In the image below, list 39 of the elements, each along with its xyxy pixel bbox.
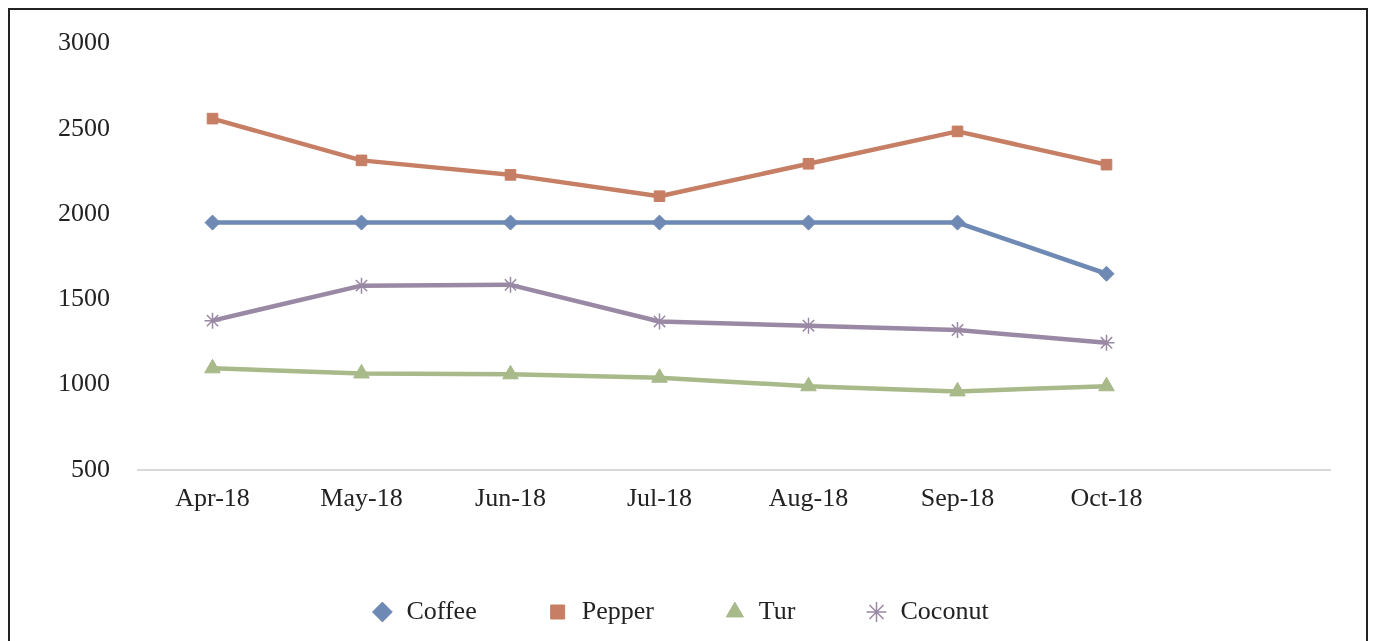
x-tick-label: Aug-18 xyxy=(768,483,849,513)
point xyxy=(353,214,370,231)
point xyxy=(1098,376,1115,392)
x-tick-label: Jun-18 xyxy=(475,483,546,513)
point xyxy=(1098,265,1115,282)
legend-label: Pepper xyxy=(581,595,655,625)
y-tick-label: 1000 xyxy=(58,368,110,398)
legend-label: Coffee xyxy=(406,595,477,625)
point xyxy=(203,311,222,330)
point xyxy=(502,364,519,380)
point xyxy=(951,125,964,138)
legend-label: Coconut xyxy=(900,595,990,625)
point xyxy=(802,157,815,170)
point xyxy=(206,112,219,125)
x-tick-label: Oct-18 xyxy=(1070,483,1143,513)
point xyxy=(204,214,221,231)
y-tick-label: 2500 xyxy=(58,112,110,142)
point xyxy=(800,376,817,392)
x-tick-label: Sep-18 xyxy=(920,483,995,513)
point xyxy=(653,190,666,202)
x-tick-label: Apr-18 xyxy=(175,483,250,513)
point xyxy=(204,358,221,374)
legend-label: Tur xyxy=(758,595,796,625)
y-tick-label: 500 xyxy=(71,453,110,483)
x-tick-label: May-18 xyxy=(320,483,403,513)
point xyxy=(949,214,966,231)
y-tick-label: 1500 xyxy=(58,283,110,313)
point xyxy=(502,214,519,231)
x-tick-label: Jul-18 xyxy=(627,483,692,513)
point xyxy=(504,169,517,181)
point xyxy=(651,368,668,383)
y-tick-label: 3000 xyxy=(58,27,110,57)
point xyxy=(800,214,817,231)
point xyxy=(353,363,370,379)
point xyxy=(949,381,966,397)
point xyxy=(1100,158,1113,171)
point xyxy=(651,214,668,231)
y-tick-label: 2000 xyxy=(58,197,110,227)
point xyxy=(355,154,368,167)
